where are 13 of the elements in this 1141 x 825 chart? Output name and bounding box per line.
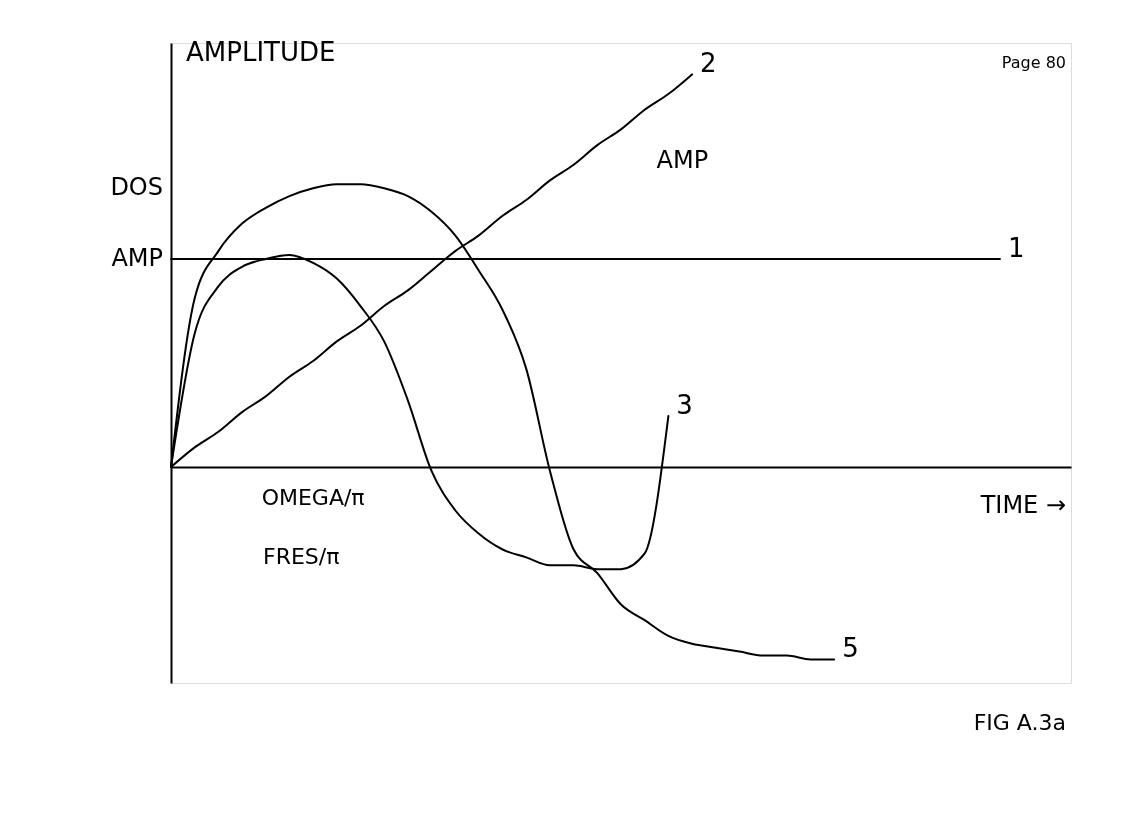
annotation: OMEGA/π bbox=[261, 485, 365, 511]
series-label: 5 bbox=[842, 633, 859, 664]
series-label: 1 bbox=[1007, 232, 1025, 263]
x-axis-title: TIME → bbox=[979, 491, 1066, 520]
text: FIG A.3a bbox=[973, 710, 1066, 735]
text: Page 80 bbox=[1001, 53, 1066, 72]
annotation: AMP bbox=[111, 243, 163, 272]
annotation: DOS bbox=[110, 173, 163, 202]
y-axis-title: AMPLITUDE bbox=[186, 37, 336, 67]
series-label: 3 bbox=[676, 390, 693, 421]
annotation: FRES/π bbox=[263, 544, 340, 570]
series-label: 2 bbox=[700, 48, 717, 79]
annotation: AMP bbox=[656, 145, 709, 174]
